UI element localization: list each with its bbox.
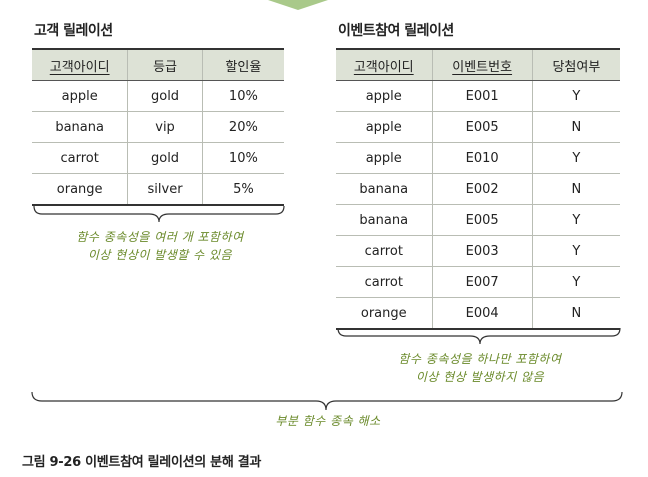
customer-note: 함수 종속성을 여러 개 포함하여 이상 현상이 발생할 수 있음 xyxy=(76,230,244,262)
event-header-number: 이벤트번호 xyxy=(431,48,533,81)
table-row: apple gold 10% xyxy=(32,80,284,112)
top-arrow-decoration xyxy=(268,0,328,10)
bottom-note: 부분 함수 종속 해소 xyxy=(275,414,381,428)
customer-header-discount: 할인율 xyxy=(201,48,284,81)
table-row: banana vip 20% xyxy=(32,111,284,143)
table-row: carrot E007 Y xyxy=(336,266,620,298)
customer-brace xyxy=(33,205,285,223)
table-row: apple E005 N xyxy=(336,111,620,143)
event-header-win: 당첨여부 xyxy=(531,48,620,81)
event-relation-title: 이벤트참여 릴레이션 xyxy=(338,23,454,39)
event-brace xyxy=(337,327,621,345)
table-row: carrot gold 10% xyxy=(32,142,284,174)
figure-caption: 그림 9-26 이벤트참여 릴레이션의 분해 결과 xyxy=(22,455,262,470)
table-row: apple E001 Y xyxy=(336,80,620,112)
customer-relation-title: 고객 릴레이션 xyxy=(34,23,113,39)
table-row: apple E010 Y xyxy=(336,142,620,174)
event-header-id: 고객아이디 xyxy=(336,48,433,81)
bottom-brace xyxy=(31,391,623,411)
customer-header-grade: 등급 xyxy=(127,48,203,81)
table-row: orange E004 N xyxy=(336,297,620,330)
customer-header-id: 고객아이디 xyxy=(32,48,129,81)
event-table: 고객아이디 이벤트번호 당첨여부 apple E001 Y apple E005… xyxy=(336,48,620,330)
table-row: orange silver 5% xyxy=(32,173,284,206)
customer-table: 고객아이디 등급 할인율 apple gold 10% banana vip 2… xyxy=(32,48,284,206)
table-row: banana E005 Y xyxy=(336,204,620,236)
table-row: carrot E003 Y xyxy=(336,235,620,267)
event-note: 함수 종속성을 하나만 포함하여 이상 현상 발생하지 않음 xyxy=(398,352,562,384)
table-row: banana E002 N xyxy=(336,173,620,205)
